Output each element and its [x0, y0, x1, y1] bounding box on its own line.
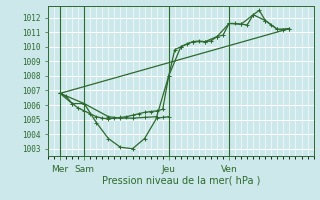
X-axis label: Pression niveau de la mer( hPa ): Pression niveau de la mer( hPa )	[102, 175, 260, 185]
